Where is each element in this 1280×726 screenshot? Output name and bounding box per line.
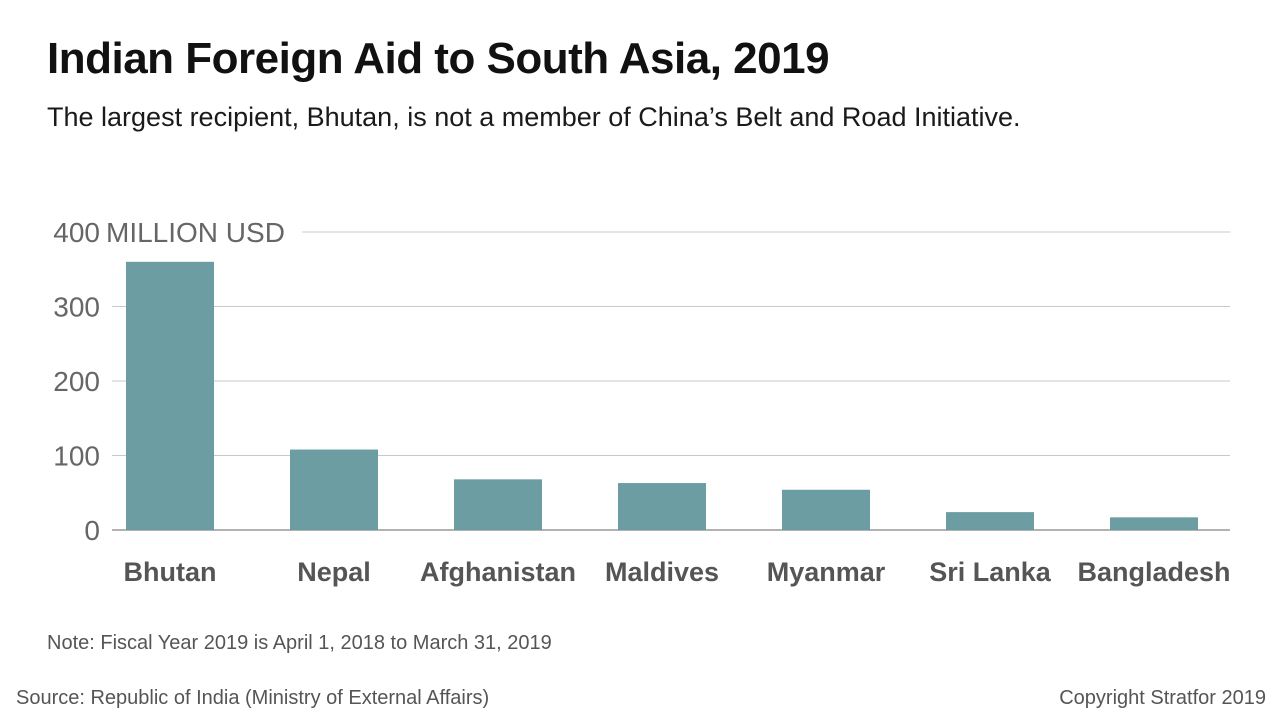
bar-afghanistan bbox=[454, 479, 542, 530]
bar-maldives bbox=[618, 483, 706, 530]
y-tick-label: 300 bbox=[53, 292, 100, 323]
category-label: Myanmar bbox=[767, 557, 886, 587]
category-label: Nepal bbox=[297, 557, 371, 587]
x-axis-labels: Bhutan Nepal Afghanistan Maldives Myanmar Sri… bbox=[124, 557, 1231, 587]
category-label: Bhutan bbox=[124, 557, 217, 587]
y-tick-label: 200 bbox=[53, 366, 100, 397]
bar-chart: 0 100 200 300 400 MILLION USD Bhutan Nepal Afg… bbox=[53, 217, 1231, 587]
bar-sri-lanka bbox=[946, 512, 1034, 530]
bar-bangladesh bbox=[1110, 517, 1198, 530]
bar-nepal bbox=[290, 449, 378, 530]
y-tick-label: 100 bbox=[53, 441, 100, 472]
chart-subtitle: The largest recipient, Bhutan, is not a … bbox=[47, 102, 1021, 132]
y-tick-label: 0 bbox=[84, 515, 100, 546]
bar-myanmar bbox=[782, 489, 870, 530]
category-label: Sri Lanka bbox=[929, 557, 1052, 587]
source-text: Source: Republic of India (Ministry of E… bbox=[16, 687, 490, 709]
footnote: Note: Fiscal Year 2019 is April 1, 2018 … bbox=[47, 632, 552, 654]
category-label: Bangladesh bbox=[1077, 557, 1230, 587]
category-label: Maldives bbox=[605, 557, 719, 587]
chart-title: Indian Foreign Aid to South Asia, 2019 bbox=[47, 34, 830, 83]
category-label: Afghanistan bbox=[420, 557, 576, 587]
copyright-text: Copyright Stratfor 2019 bbox=[1059, 687, 1266, 709]
y-axis-ticks: 0 100 200 300 400 bbox=[53, 217, 100, 546]
y-tick-label: 400 bbox=[53, 217, 100, 248]
bars bbox=[126, 261, 1198, 530]
y-axis-unit-label: MILLION USD bbox=[106, 217, 285, 248]
bar-bhutan bbox=[126, 261, 214, 530]
